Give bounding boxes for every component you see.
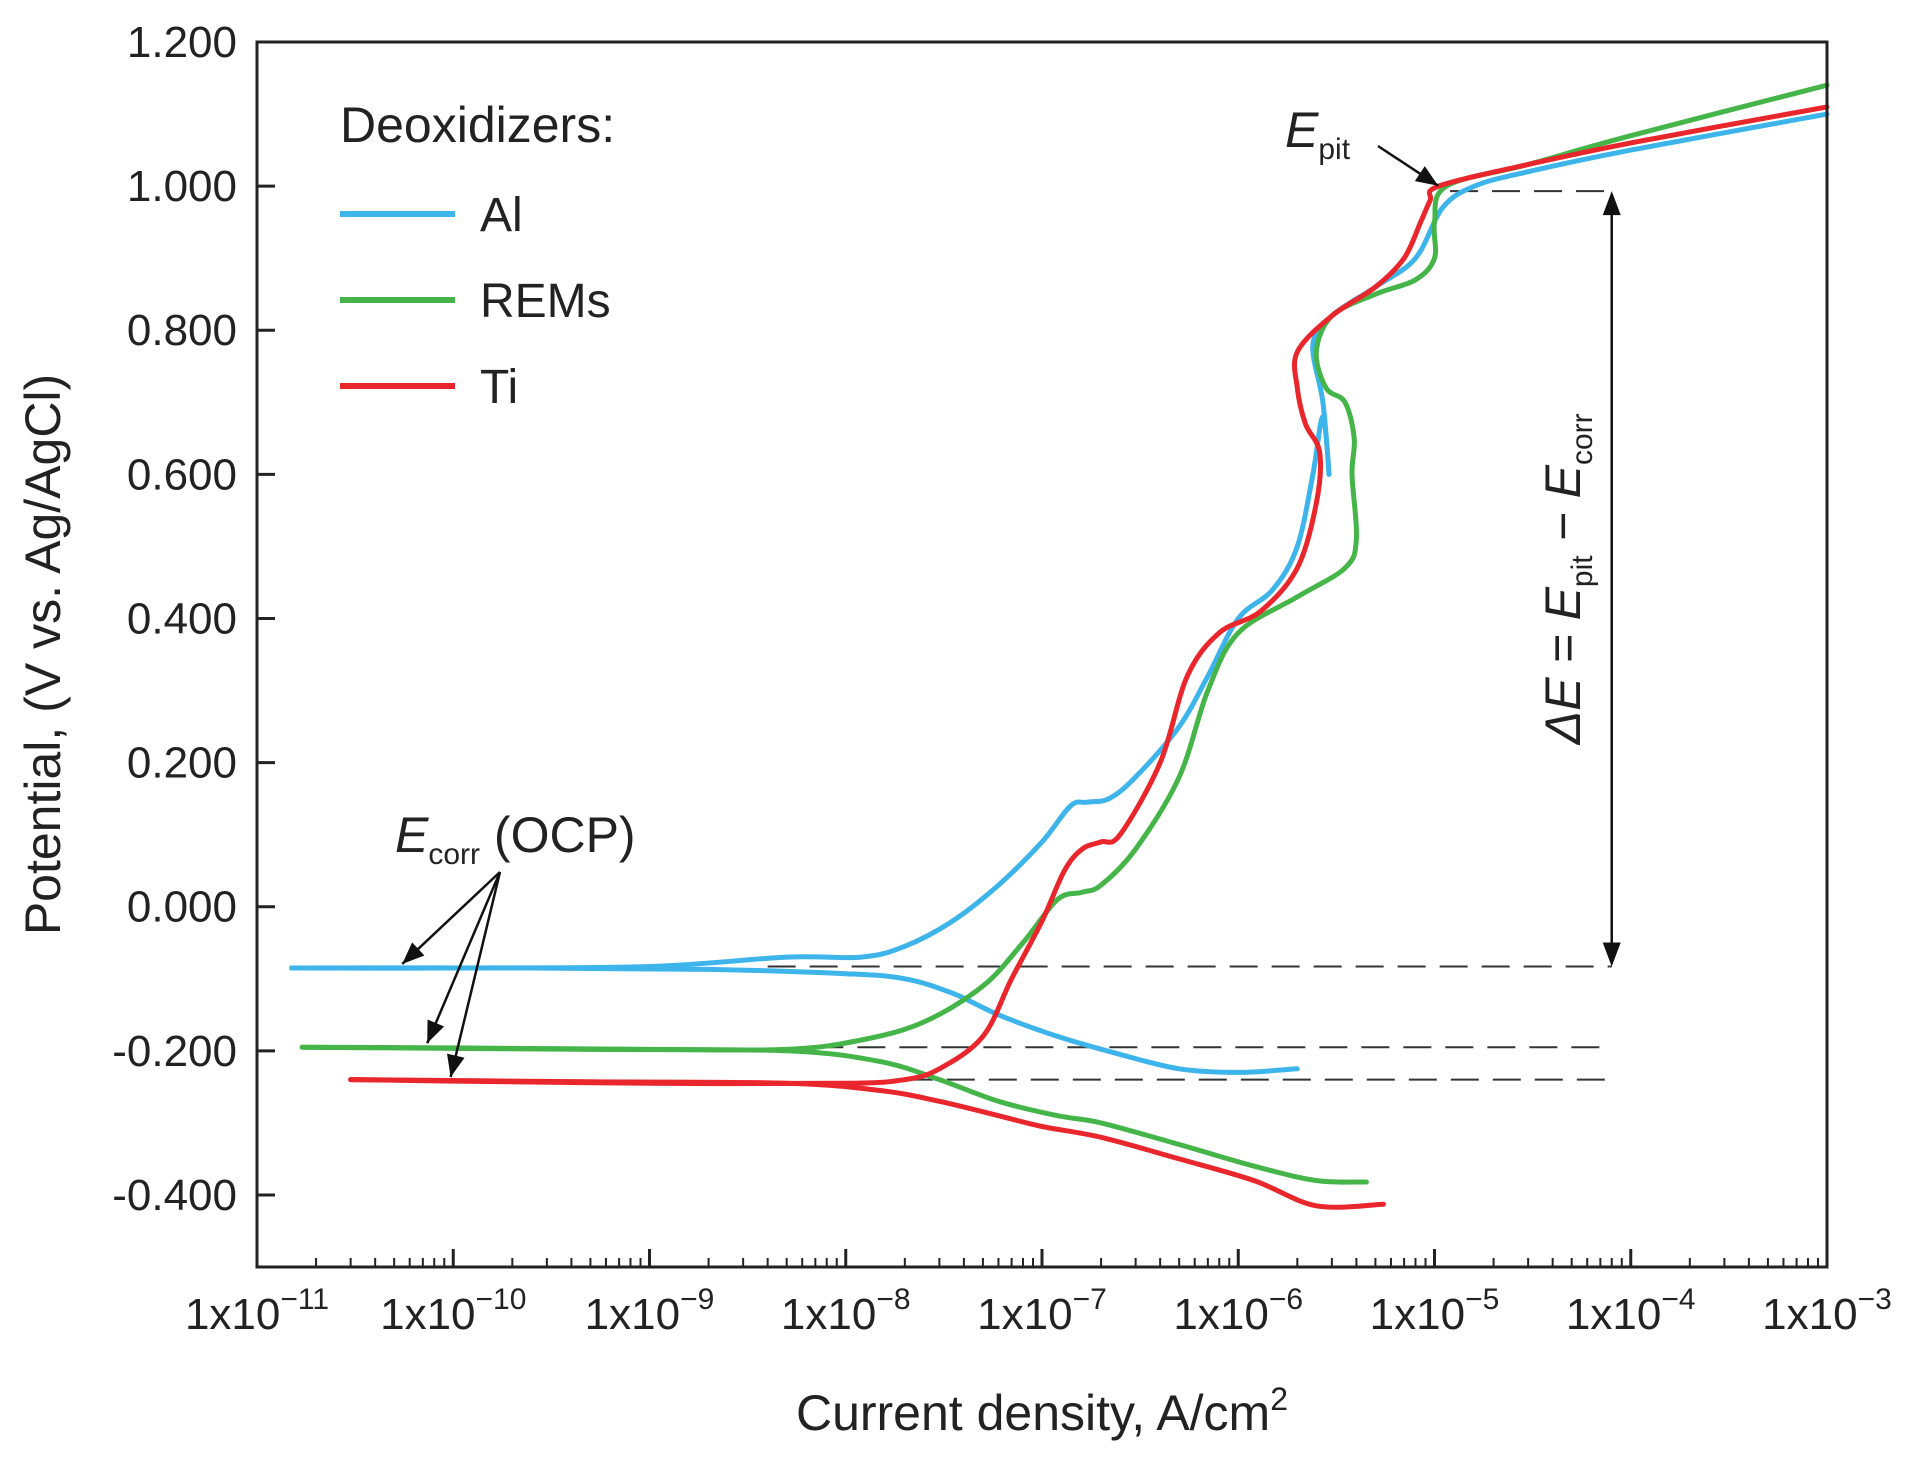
y-tick-label: 0.800 xyxy=(127,306,237,355)
x-tick-label-base: 1x10 xyxy=(1370,1290,1465,1339)
x-tick-label-base: 1x10 xyxy=(185,1290,280,1339)
x-axis-title: Current density, A/cm2 xyxy=(796,1381,1288,1441)
legend: Deoxidizers: Al REMs Ti xyxy=(340,97,615,414)
series-line-ti-cathodic xyxy=(348,1077,1386,1210)
y-tick-label: 1.000 xyxy=(127,162,237,211)
ecorr-symbol: E xyxy=(395,807,429,863)
y-tick-label: 0.000 xyxy=(127,883,237,932)
y-tick-label: -0.200 xyxy=(112,1027,237,1076)
epit-arrow-head xyxy=(1414,166,1439,186)
x-tick-label-base: 1x10 xyxy=(585,1290,680,1339)
y-tick-label: 1.200 xyxy=(127,18,237,67)
x-tick-label: 1x10−8 xyxy=(781,1283,911,1339)
delta-e-prefix: ΔE = E xyxy=(1535,586,1591,745)
series-line-rems-cathodic xyxy=(299,1044,1369,1185)
legend-label-al: Al xyxy=(480,189,523,242)
epit-subscript: pit xyxy=(1318,133,1350,166)
x-axis-title-text: Current density, A/cm xyxy=(796,1385,1270,1441)
y-tick-label: 0.600 xyxy=(127,450,237,499)
legend-label-rems: REMs xyxy=(480,275,611,328)
y-tick-label: 0.400 xyxy=(127,594,237,643)
x-axis-title-superscript: 2 xyxy=(1270,1381,1288,1417)
x-tick-label-base: 1x10 xyxy=(977,1290,1072,1339)
ecorr-suffix: (OCP) xyxy=(480,807,636,863)
guide-lines xyxy=(767,190,1612,1081)
x-tick-label-exponent: −9 xyxy=(680,1283,714,1316)
x-tick-label-base: 1x10 xyxy=(1762,1290,1857,1339)
x-tick-label-base: 1x10 xyxy=(781,1290,876,1339)
legend-items: Al REMs Ti xyxy=(340,189,611,414)
ecorr-arrow-ti-head xyxy=(447,1053,465,1078)
ecorr-arrow-rems xyxy=(426,871,502,1044)
legend-label-ti: Ti xyxy=(480,361,518,414)
delta-e-annotation: ΔE = Epit − Ecorr xyxy=(1535,413,1599,745)
delta-e-arrow-head-top xyxy=(1602,191,1621,216)
x-tick-label-exponent: −4 xyxy=(1661,1283,1695,1316)
x-tick-label-base: 1x10 xyxy=(1173,1290,1268,1339)
delta-e-arrow-head-bottom xyxy=(1602,942,1621,967)
x-tick-label: 1x10−11 xyxy=(185,1283,329,1339)
x-tick-label-exponent: −10 xyxy=(476,1283,527,1316)
y-tick-label: 0.200 xyxy=(127,739,237,788)
x-tick-label: 1x10−4 xyxy=(1566,1283,1696,1339)
x-tick-label-exponent: −6 xyxy=(1269,1283,1303,1316)
series-lines xyxy=(289,82,1830,1210)
series-line-rems-anodic xyxy=(299,82,1830,1053)
ecorr-subscript: corr xyxy=(428,838,480,871)
delta-e-subscript-corr: corr xyxy=(1566,413,1599,465)
ecorr-arrow-al-head xyxy=(402,942,425,964)
ecorr-annotation: Ecorr (OCP) xyxy=(395,807,636,871)
ecorr-arrow-rems-head xyxy=(427,1019,445,1044)
x-tick-label-exponent: −8 xyxy=(876,1283,910,1316)
annotation-arrows xyxy=(401,144,1621,1078)
y-tick-label: -0.400 xyxy=(112,1171,237,1220)
x-tick-label-base: 1x10 xyxy=(1566,1290,1661,1339)
delta-e-mid: − E xyxy=(1535,464,1591,555)
x-tick-label: 1x10−3 xyxy=(1762,1283,1892,1339)
x-tick-label: 1x10−10 xyxy=(380,1283,526,1339)
delta-e-subscript-pit: pit xyxy=(1566,555,1599,587)
series-line-al-cathodic xyxy=(289,965,1300,1075)
series-line-ti-anodic xyxy=(348,104,1830,1087)
x-tick-label: 1x10−7 xyxy=(977,1283,1107,1339)
legend-title: Deoxidizers: xyxy=(340,97,615,153)
x-tick-label-exponent: −3 xyxy=(1858,1283,1892,1316)
x-tick-label: 1x10−5 xyxy=(1370,1283,1500,1339)
axis-ticks: 1x10−11 1x10−10 1x10−9 1x10−8 1x10−7 1x10−6 1x… xyxy=(112,18,1892,1339)
x-tick-label-exponent: −5 xyxy=(1465,1283,1499,1316)
x-tick-label-base: 1x10 xyxy=(380,1290,475,1339)
epit-symbol: E xyxy=(1285,102,1319,158)
ecorr-arrow-al xyxy=(401,871,501,965)
x-tick-label-exponent: −7 xyxy=(1073,1283,1107,1316)
x-tick-label: 1x10−9 xyxy=(585,1283,715,1339)
series-line-al-anodic xyxy=(289,111,1830,971)
ecorr-arrow-ti xyxy=(449,871,502,1078)
epit-annotation: Epit xyxy=(1285,102,1351,166)
y-axis-title: Potential, (V vs. Ag/AgCl) xyxy=(15,374,71,935)
x-tick-label-exponent: −11 xyxy=(280,1283,329,1316)
x-tick-label: 1x10−6 xyxy=(1173,1283,1303,1339)
